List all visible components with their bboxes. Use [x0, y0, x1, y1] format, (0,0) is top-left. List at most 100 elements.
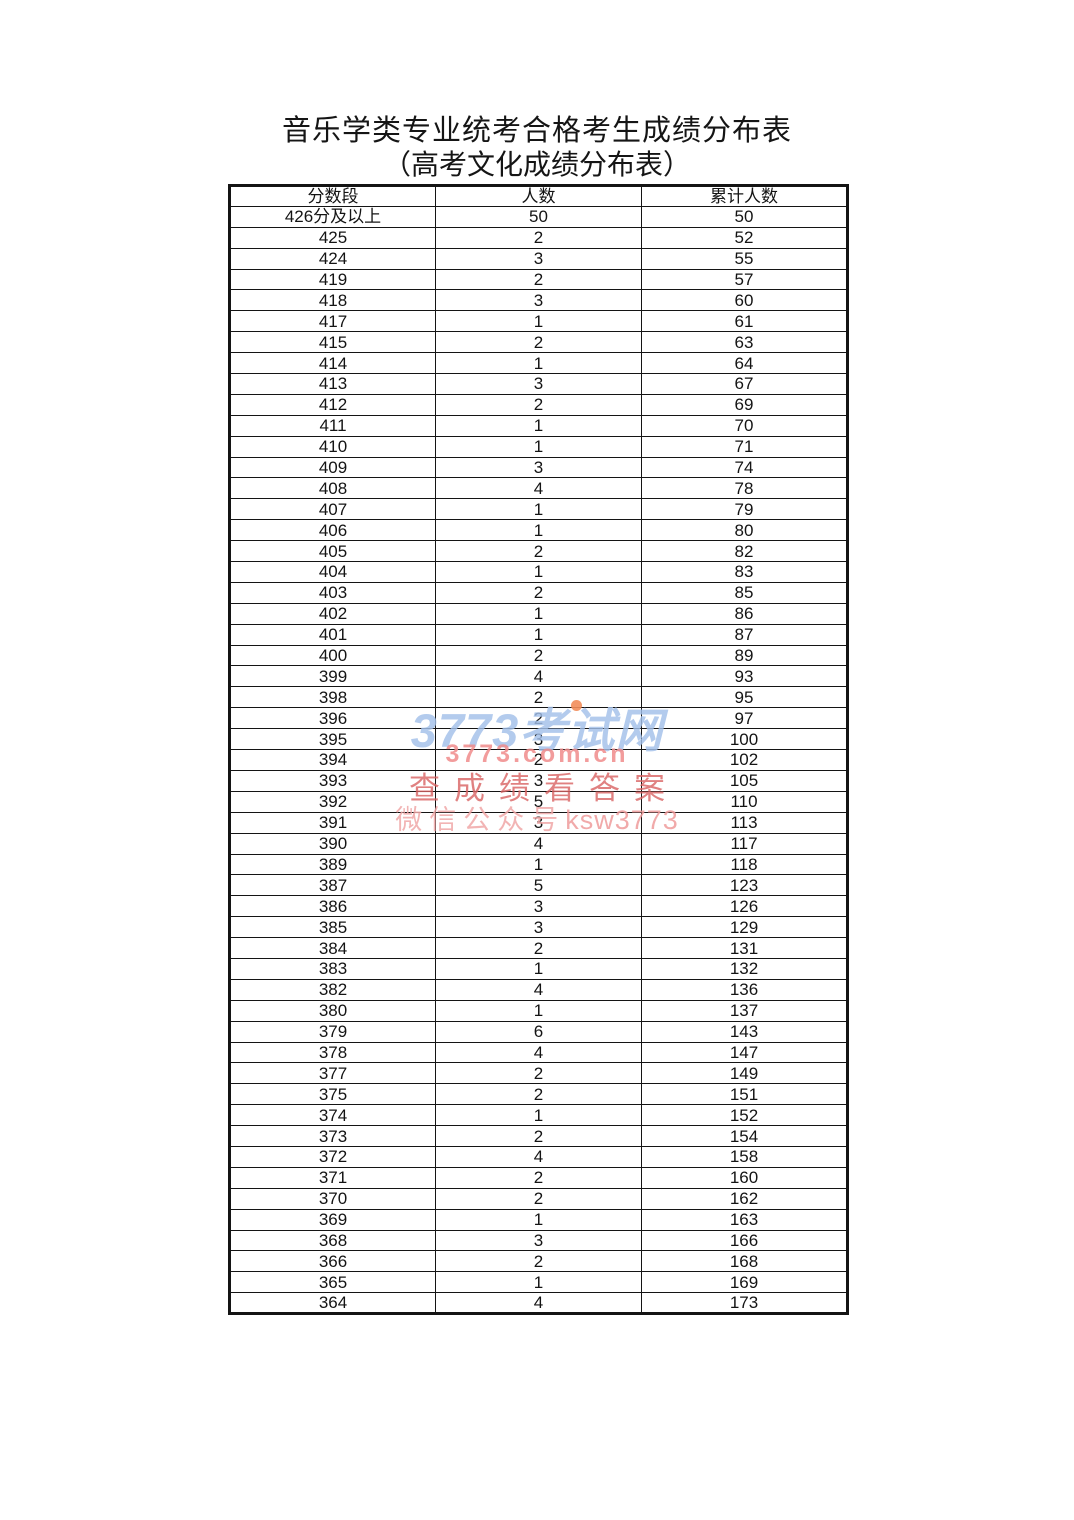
score-range-cell: 393 — [229, 769, 436, 792]
cumulative-count-cell: 83 — [641, 561, 848, 583]
score-range-cell: 365 — [229, 1271, 436, 1294]
table-row: 394 2 102 — [229, 749, 848, 771]
cumulative-count-cell: 168 — [641, 1250, 848, 1273]
table-row: 426分及以上 50 50 — [229, 205, 848, 228]
table-row: 405 2 82 — [229, 540, 848, 563]
count-cell: 4 — [435, 1292, 642, 1315]
table-row: 411 1 70 — [229, 414, 848, 437]
cumulative-count-cell: 93 — [641, 665, 848, 688]
score-range-cell: 396 — [229, 707, 436, 730]
table-row: 395 3 100 — [229, 728, 848, 751]
count-cell: 5 — [435, 874, 642, 897]
table-row: 401 1 87 — [229, 623, 848, 646]
score-range-cell: 380 — [229, 999, 436, 1022]
table-row: 413 3 67 — [229, 373, 848, 395]
table-row: 418 3 60 — [229, 289, 848, 312]
table-row: 369 1 163 — [229, 1208, 848, 1231]
table-row: 406 1 80 — [229, 519, 848, 542]
cumulative-count-cell: 169 — [641, 1271, 848, 1294]
count-cell: 2 — [435, 540, 642, 563]
table-row: 400 2 89 — [229, 644, 848, 667]
score-range-cell: 378 — [229, 1041, 436, 1064]
count-cell: 2 — [435, 1250, 642, 1273]
cumulative-count-cell: 70 — [641, 414, 848, 437]
page-title: 音乐学类专业统考合格考生成绩分布表 — [281, 113, 792, 147]
table-row: 390 4 117 — [229, 832, 848, 855]
cumulative-count-cell: 55 — [641, 247, 848, 270]
count-cell: 4 — [435, 978, 642, 1001]
score-range-cell: 395 — [229, 728, 436, 751]
score-range-cell: 371 — [229, 1166, 436, 1189]
score-range-cell: 374 — [229, 1104, 436, 1127]
score-range-cell: 402 — [229, 602, 436, 625]
score-range-cell: 419 — [229, 268, 436, 291]
table-row: 383 1 132 — [229, 957, 848, 980]
count-cell: 4 — [435, 1041, 642, 1064]
cumulative-count-cell: 158 — [641, 1145, 848, 1168]
table-row: 415 2 63 — [229, 331, 848, 354]
table-row: 396 2 97 — [229, 707, 848, 730]
count-cell: 1 — [435, 519, 642, 542]
cumulative-count-cell: 151 — [641, 1083, 848, 1106]
table-row: 399 4 93 — [229, 665, 848, 688]
cumulative-count-cell: 166 — [641, 1229, 848, 1252]
table-row: 373 2 154 — [229, 1125, 848, 1147]
count-cell: 2 — [435, 331, 642, 354]
count-cell: 3 — [435, 247, 642, 270]
cumulative-count-cell: 78 — [641, 477, 848, 500]
table-row: 410 1 71 — [229, 435, 848, 458]
score-range-cell: 405 — [229, 540, 436, 563]
table-row: 371 2 160 — [229, 1166, 848, 1189]
count-cell: 1 — [435, 414, 642, 437]
header-row: 分数段 人数 累计人数 — [229, 185, 848, 207]
score-range-cell: 392 — [229, 790, 436, 813]
cumulative-count-cell: 149 — [641, 1062, 848, 1085]
count-cell: 4 — [435, 477, 642, 500]
cumulative-count-cell: 154 — [641, 1125, 848, 1147]
table-row: 368 3 166 — [229, 1229, 848, 1252]
table-row: 417 1 61 — [229, 310, 848, 333]
count-cell: 3 — [435, 373, 642, 395]
cumulative-count-cell: 74 — [641, 456, 848, 479]
table-row: 412 2 69 — [229, 393, 848, 416]
score-range-cell: 399 — [229, 665, 436, 688]
count-cell: 2 — [435, 1125, 642, 1147]
title-block: 音乐学类专业统考合格考生成绩分布表 （高考文化成绩分布表） — [0, 113, 1074, 181]
score-range-cell: 404 — [229, 561, 436, 583]
cumulative-count-cell: 71 — [641, 435, 848, 458]
cumulative-count-cell: 85 — [641, 581, 848, 604]
count-cell: 1 — [435, 957, 642, 980]
count-cell: 1 — [435, 853, 642, 876]
cumulative-count-cell: 97 — [641, 707, 848, 730]
count-cell: 3 — [435, 916, 642, 939]
cumulative-count-cell: 147 — [641, 1041, 848, 1064]
cumulative-count-cell: 113 — [641, 811, 848, 834]
table-row: 407 1 79 — [229, 498, 848, 521]
table-row: 425 2 52 — [229, 226, 848, 249]
score-range-cell: 377 — [229, 1062, 436, 1085]
column-header-count: 人数 — [435, 185, 642, 207]
count-cell: 1 — [435, 602, 642, 625]
table-row: 424 3 55 — [229, 247, 848, 270]
score-range-cell: 415 — [229, 331, 436, 354]
score-range-cell: 408 — [229, 477, 436, 500]
count-cell: 1 — [435, 1271, 642, 1294]
score-range-cell: 391 — [229, 811, 436, 834]
count-cell: 2 — [435, 937, 642, 959]
score-table-body: 426分及以上 50 50 425 2 52 424 3 55 419 2 57 418 3 60 417 1 6… — [229, 205, 848, 1315]
table-row: 364 4 173 — [229, 1292, 848, 1315]
table-row: 382 4 136 — [229, 978, 848, 1001]
cumulative-count-cell: 61 — [641, 310, 848, 333]
cumulative-count-cell: 50 — [641, 205, 848, 228]
table-row: 385 3 129 — [229, 916, 848, 939]
count-cell: 3 — [435, 289, 642, 312]
cumulative-count-cell: 87 — [641, 623, 848, 646]
cumulative-count-cell: 132 — [641, 957, 848, 980]
cumulative-count-cell: 163 — [641, 1208, 848, 1231]
score-range-cell: 401 — [229, 623, 436, 646]
count-cell: 2 — [435, 1166, 642, 1189]
cumulative-count-cell: 64 — [641, 352, 848, 375]
cumulative-count-cell: 126 — [641, 895, 848, 918]
cumulative-count-cell: 123 — [641, 874, 848, 897]
score-range-cell: 403 — [229, 581, 436, 604]
